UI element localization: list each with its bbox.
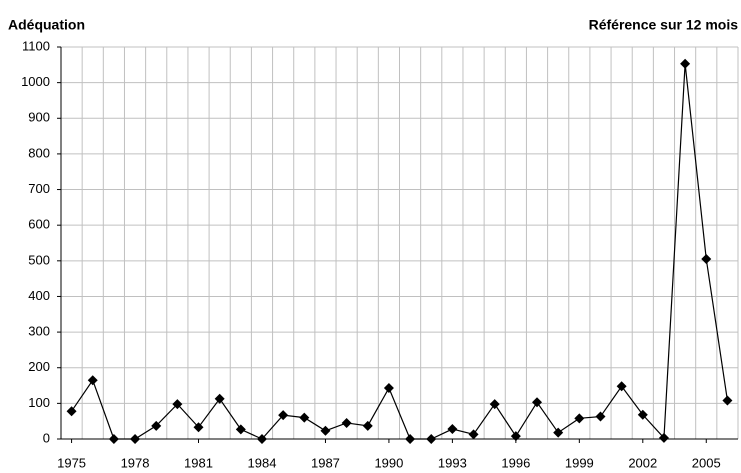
marker xyxy=(553,427,564,438)
series-line xyxy=(71,63,729,440)
marker xyxy=(108,434,119,444)
y-tick-label: 800 xyxy=(28,145,50,160)
marker xyxy=(256,434,267,444)
marker xyxy=(193,422,204,433)
x-tick-label: 1987 xyxy=(311,455,340,470)
y-tick-label: 500 xyxy=(28,252,50,267)
chart-title: Adéquation xyxy=(8,17,85,33)
marker xyxy=(468,429,479,440)
x-tick-label: 1984 xyxy=(248,455,277,470)
marker xyxy=(320,425,331,436)
y-tick-label: 0 xyxy=(43,430,50,445)
marker xyxy=(489,399,500,410)
marker xyxy=(214,393,225,404)
marker xyxy=(510,431,521,442)
marker xyxy=(532,397,543,408)
marker xyxy=(172,399,183,410)
y-tick-label: 900 xyxy=(28,110,50,125)
x-tick-label: 1993 xyxy=(438,455,467,470)
marker xyxy=(595,411,606,422)
marker xyxy=(616,381,627,392)
marker xyxy=(362,420,373,431)
y-tick-label: 100 xyxy=(28,395,50,410)
marker xyxy=(383,383,394,394)
y-tick-label: 1100 xyxy=(22,38,50,53)
x-tick-label: 1996 xyxy=(501,455,530,470)
marker xyxy=(574,413,585,424)
x-tick-label: 2005 xyxy=(692,455,721,470)
chart-subtitle: Référence sur 12 mois xyxy=(589,17,739,33)
marker xyxy=(278,410,289,421)
marker xyxy=(447,424,458,435)
y-tick-label: 400 xyxy=(28,288,50,303)
marker xyxy=(637,409,648,420)
marker xyxy=(426,434,437,444)
marker xyxy=(66,406,77,417)
marker xyxy=(151,420,162,431)
y-tick-label: 200 xyxy=(28,359,50,374)
y-tick-label: 600 xyxy=(28,217,50,232)
marker xyxy=(87,375,98,386)
x-tick-label: 1999 xyxy=(565,455,594,470)
marker xyxy=(658,432,669,443)
x-tick-label: 2002 xyxy=(628,455,657,470)
marker xyxy=(405,434,416,444)
marker xyxy=(701,254,712,265)
marker xyxy=(341,417,352,428)
marker xyxy=(722,395,733,406)
x-tick-label: 1978 xyxy=(121,455,150,470)
marker xyxy=(235,424,246,435)
marker xyxy=(680,58,691,69)
y-tick-label: 700 xyxy=(28,181,50,196)
x-tick-label: 1990 xyxy=(374,455,403,470)
x-tick-label: 1981 xyxy=(184,455,213,470)
y-tick-label: 300 xyxy=(28,324,50,339)
y-tick-label: 1000 xyxy=(21,74,50,89)
marker xyxy=(130,434,141,444)
marker xyxy=(299,412,310,423)
x-tick-label: 1975 xyxy=(57,455,86,470)
